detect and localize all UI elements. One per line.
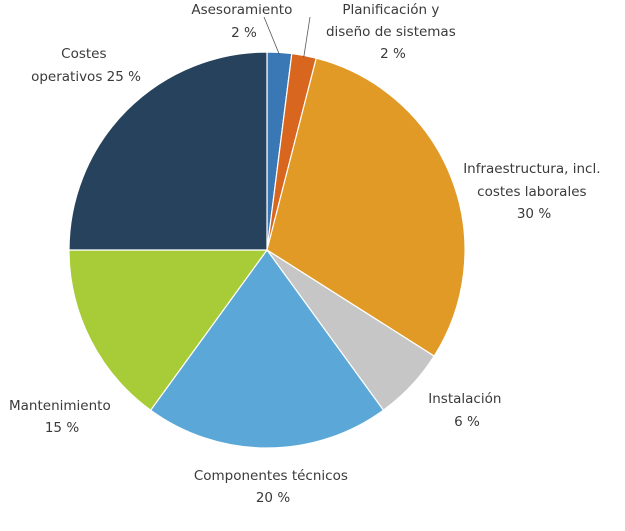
leader-planificacion [303, 16, 311, 58]
label-instalacion: Instalación 6 % [428, 391, 505, 430]
leader-lines [263, 16, 311, 58]
slice-infraestructura [266, 57, 466, 357]
leader-asesoramiento [263, 16, 280, 55]
label-infraestructura: Infraestructura, incl. costes laborales … [463, 161, 605, 222]
label-componentes: Componentes técnicos 20 % [194, 468, 352, 506]
slice-costes-operativos [68, 51, 268, 251]
slice-mantenimiento [68, 249, 269, 412]
label-mantenimiento: Mantenimiento 15 % [9, 398, 115, 436]
slice-componentes [149, 248, 385, 449]
label-planificacion: Planificación y diseño de sistemas 2 % [326, 2, 460, 62]
pie-slices [68, 51, 466, 449]
label-asesoramiento: Asesoramiento 2 % [191, 2, 296, 41]
label-costes-operativos: Costes operativos 25 % [31, 46, 141, 85]
